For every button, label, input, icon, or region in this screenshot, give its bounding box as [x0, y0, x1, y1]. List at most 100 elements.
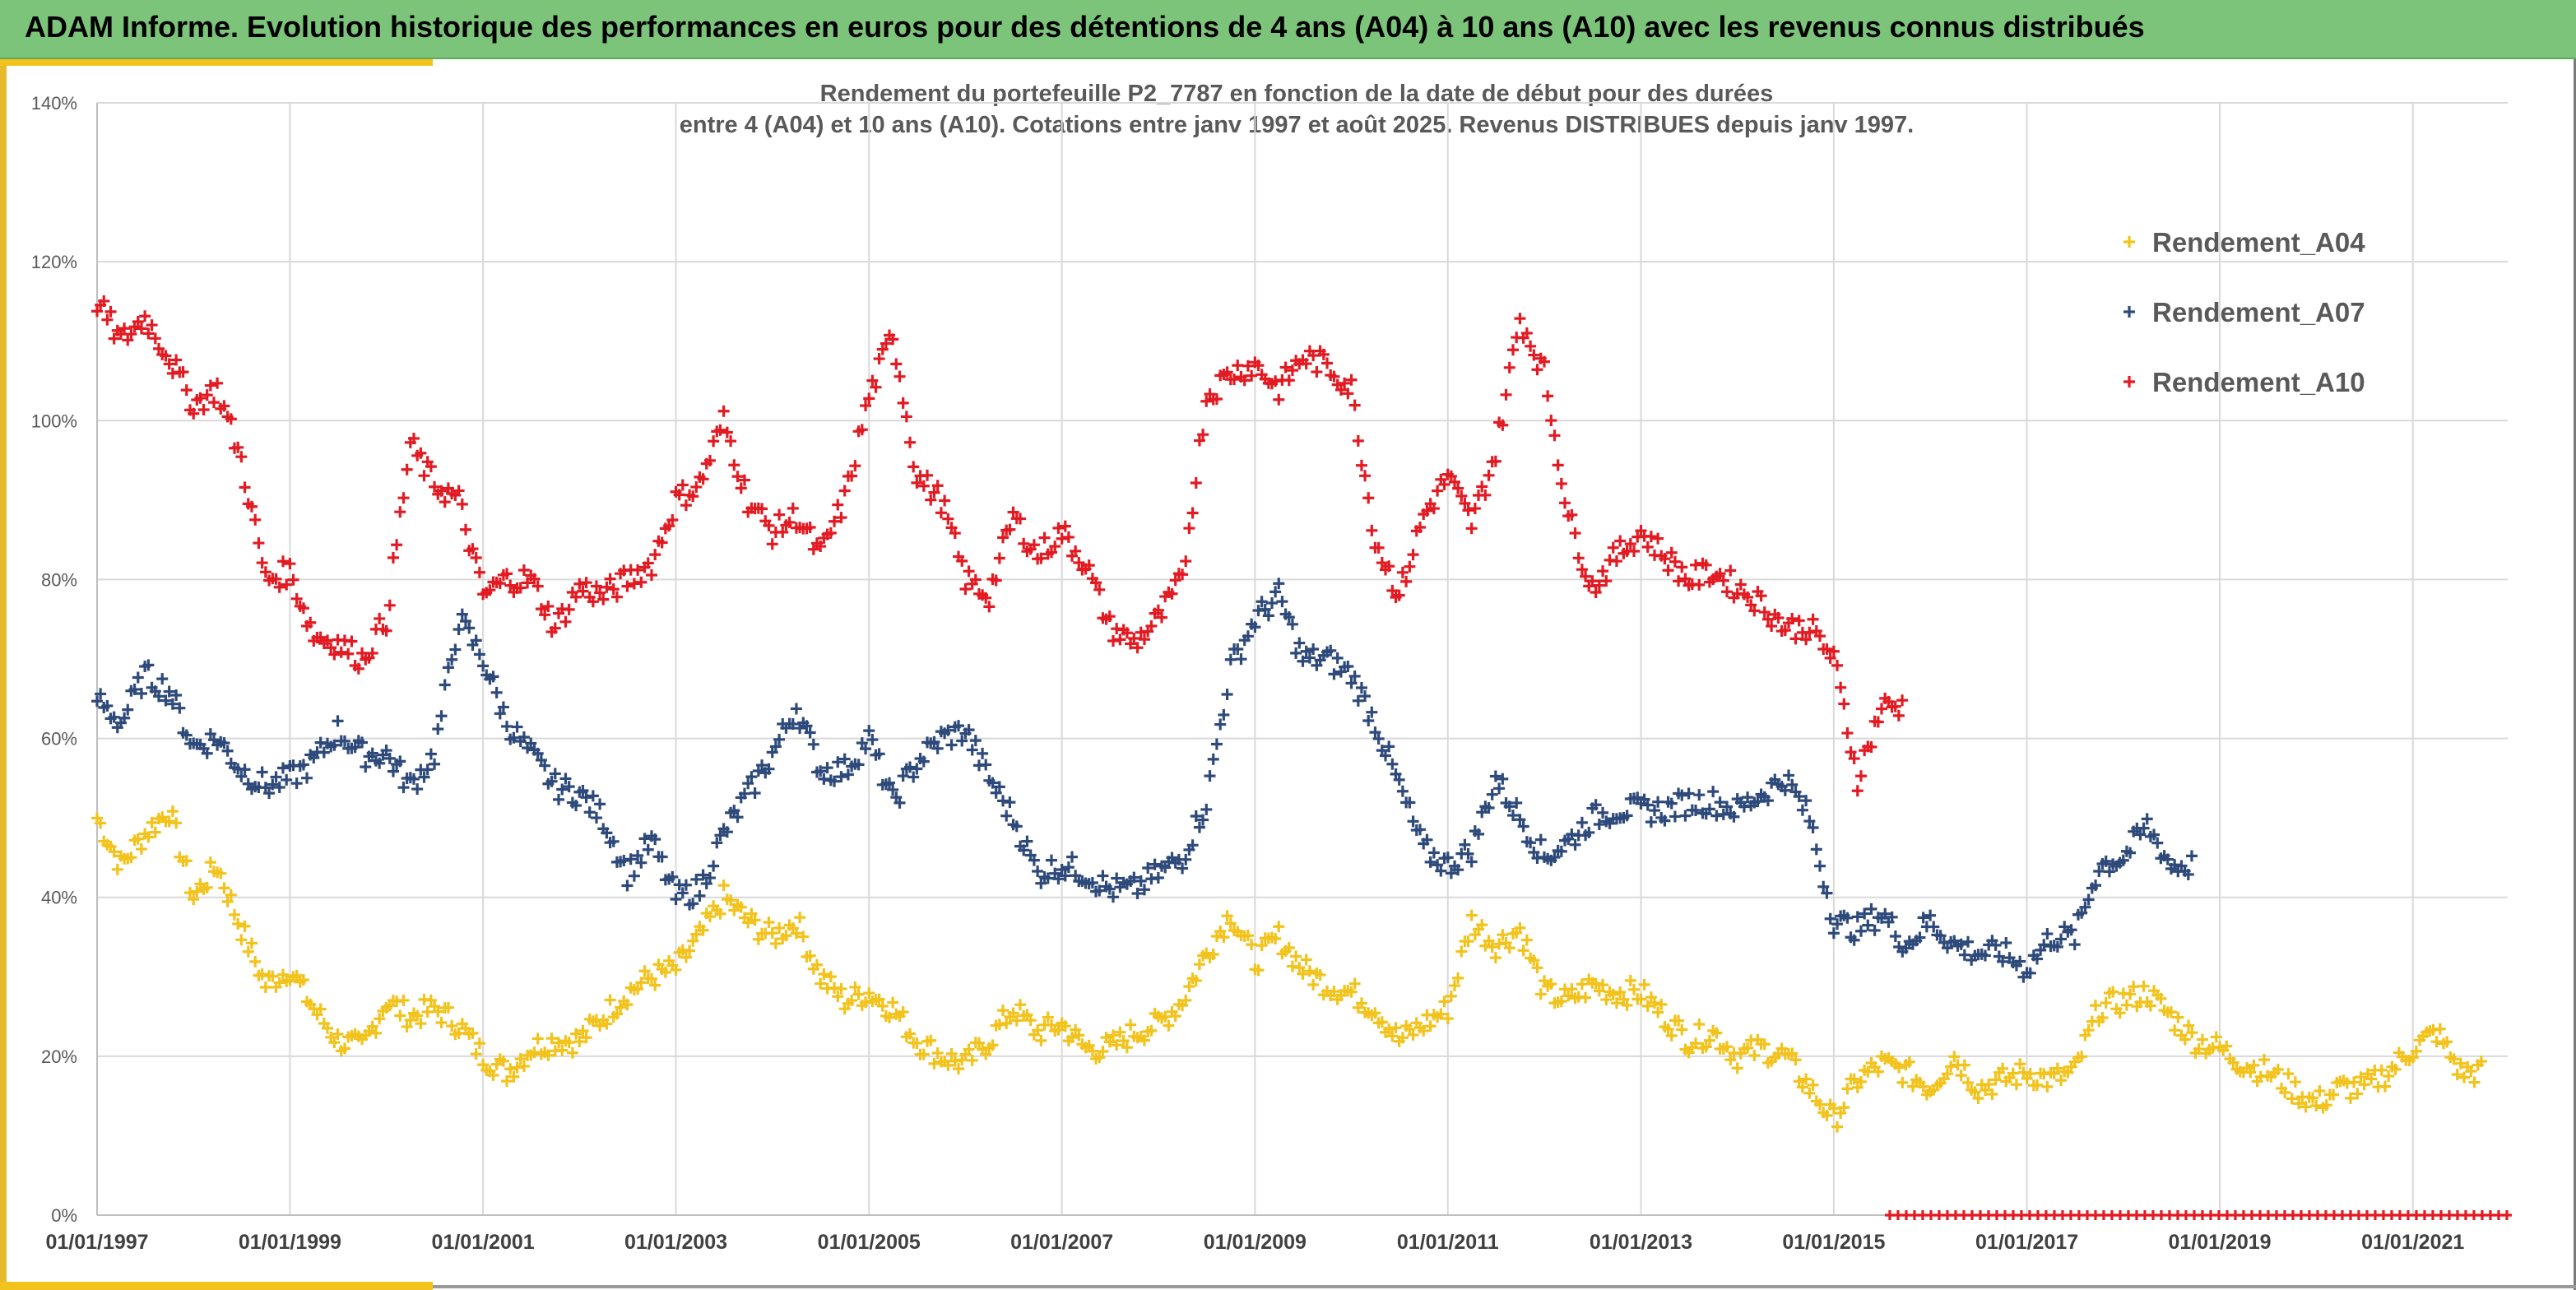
data-point	[1459, 497, 1471, 509]
data-point	[687, 935, 699, 947]
data-point	[1597, 979, 1609, 991]
data-point	[380, 624, 392, 637]
data-point	[1948, 1051, 1961, 1063]
data-point	[314, 1003, 327, 1015]
data-point	[1879, 907, 1891, 920]
data-point	[1348, 399, 1361, 411]
data-point	[1903, 1056, 1915, 1068]
x-tick-label: 01/01/2009	[1204, 1231, 1307, 1254]
legend-item-rendement-a07: Rendement_A07	[2123, 297, 2365, 327]
data-point	[122, 703, 134, 716]
data-point	[432, 723, 444, 735]
data-point	[1789, 1054, 1802, 1066]
data-point	[1821, 887, 1833, 899]
x-tick-label: 01/01/2007	[1010, 1231, 1113, 1254]
data-point	[621, 580, 634, 592]
data-point	[931, 480, 944, 492]
data-point	[1803, 626, 1816, 638]
data-point	[1093, 1051, 1106, 1064]
data-point	[1652, 532, 1664, 545]
data-point	[2093, 865, 2105, 877]
data-point	[2351, 1088, 2364, 1100]
data-point	[2182, 868, 2194, 880]
data-point	[1717, 574, 1729, 587]
data-point	[884, 777, 896, 789]
data-point	[1193, 958, 1205, 971]
data-point	[570, 1028, 583, 1040]
data-point	[1007, 506, 1019, 518]
data-point	[1221, 688, 1233, 700]
data-point	[1506, 344, 1519, 356]
data-point	[801, 720, 813, 732]
data-point	[763, 763, 775, 775]
data-point	[860, 743, 872, 755]
data-point	[201, 747, 213, 759]
data-point	[1107, 891, 1119, 903]
data-point	[1983, 1079, 1995, 1091]
data-point	[1452, 482, 1464, 494]
data-point	[835, 771, 847, 783]
data-point	[470, 551, 482, 564]
data-point	[111, 863, 123, 875]
data-point	[545, 1032, 558, 1045]
data-point	[1269, 586, 1282, 598]
data-point	[525, 737, 537, 749]
data-point	[1452, 972, 1464, 984]
data-point	[180, 855, 193, 867]
data-point	[2137, 980, 2150, 992]
data-point	[170, 354, 183, 366]
data-point	[1489, 770, 1502, 782]
data-point	[1503, 361, 1515, 374]
data-point	[1800, 633, 1812, 646]
data-point	[2314, 1085, 2326, 1097]
data-point	[1958, 949, 1970, 961]
data-point	[425, 994, 437, 1006]
data-point	[418, 470, 430, 482]
data-point	[2454, 1057, 2467, 1070]
data-point	[773, 508, 786, 521]
data-point	[1042, 872, 1054, 884]
data-point	[945, 739, 958, 751]
data-point	[1328, 986, 1340, 998]
x-tick-label: 01/01/2015	[1782, 1231, 1885, 1254]
data-point	[1066, 1032, 1079, 1044]
data-point	[2293, 1097, 2305, 1110]
data-point	[1514, 814, 1526, 826]
data-point	[1986, 1088, 1998, 1100]
data-point	[942, 513, 954, 525]
data-point	[2124, 988, 2137, 1000]
data-point	[1177, 568, 1189, 581]
data-point	[149, 826, 161, 838]
data-point	[594, 587, 606, 599]
data-point	[580, 791, 592, 804]
data-point	[1393, 773, 1405, 786]
data-point	[1279, 361, 1292, 374]
legend-label: Rendement_A10	[2152, 367, 2365, 397]
data-point	[1721, 586, 1734, 598]
data-point	[401, 463, 413, 476]
data-point	[1889, 930, 1901, 943]
data-point	[897, 770, 909, 782]
data-point	[553, 1037, 564, 1049]
data-point	[1207, 948, 1219, 960]
data-point	[907, 461, 920, 473]
data-point	[838, 753, 851, 765]
data-point	[218, 882, 230, 894]
data-point	[549, 622, 561, 634]
data-point	[211, 377, 224, 389]
data-point	[2407, 1051, 2419, 1064]
data-point	[1352, 694, 1364, 707]
data-point	[1228, 374, 1241, 386]
data-point	[1221, 366, 1233, 378]
data-point	[1345, 677, 1358, 689]
data-point	[1528, 954, 1540, 967]
data-point	[577, 784, 589, 796]
data-point	[104, 305, 117, 318]
data-point	[328, 648, 341, 661]
data-point	[1531, 962, 1543, 974]
data-point	[2051, 1062, 2063, 1074]
data-point	[1086, 877, 1098, 889]
data-point	[1386, 758, 1399, 770]
data-point	[518, 564, 530, 576]
data-point	[1600, 575, 1613, 587]
